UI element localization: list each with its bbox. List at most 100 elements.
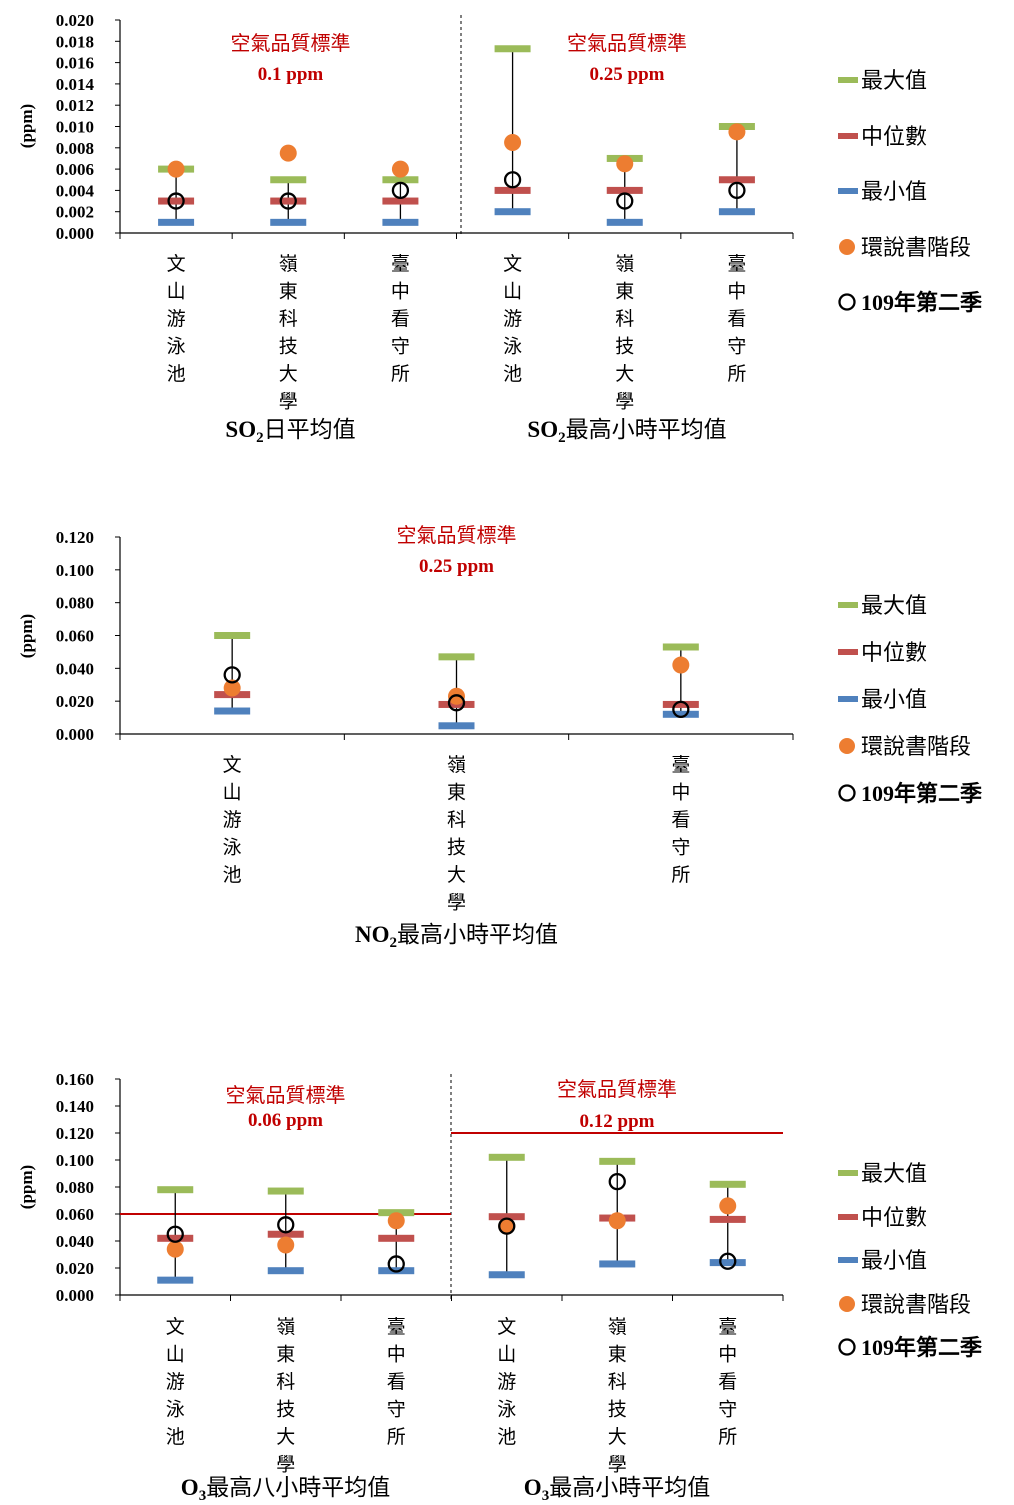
y-tick-label: 0.160: [56, 1070, 94, 1089]
q2-point: [719, 1252, 737, 1270]
category-label-char: 所: [387, 1426, 406, 1448]
category-label-char: 泳: [166, 1399, 185, 1421]
legend-max-swatch: [838, 602, 858, 608]
legend-min-label: 最小值: [861, 688, 927, 713]
y-tick-label: 0.008: [56, 139, 94, 158]
y-tick-label: 0.000: [56, 224, 94, 243]
category-label-char: 游: [166, 1371, 185, 1393]
y-tick-label: 0.000: [56, 725, 94, 744]
min-marker: [709, 1259, 746, 1267]
q2-point: [447, 694, 466, 712]
y-tick-label: 0.000: [56, 1286, 94, 1305]
standard-label: 空氣品質標準: [567, 31, 687, 55]
q2-point: [608, 1172, 626, 1191]
y-tick-label: 0.040: [56, 659, 94, 678]
category-label-char: 池: [497, 1426, 516, 1448]
category-label-char: 科: [276, 1371, 295, 1393]
chart-panel-1: 0.000 0.002 0.004 0.006 0.008 0.010 0.012 0.014…: [17, 11, 982, 446]
x-group-title: SO2日平均值: [225, 417, 355, 446]
chart-panel-2: 0.000 0.020 0.040 0.060 0.080 0.100 0.120 (ppm)…: [17, 523, 982, 951]
eia-point: [498, 1217, 516, 1235]
median-marker: [488, 1213, 525, 1221]
min-marker: [270, 218, 307, 226]
y-tick-label: 0.020: [56, 692, 94, 711]
category-label-char: 所: [718, 1426, 737, 1448]
y-tick-label: 0.080: [56, 1178, 94, 1197]
y-axis-label: (ppm): [17, 1165, 36, 1209]
legend-min-label: 最小值: [861, 180, 927, 205]
category-label-char: 文: [223, 754, 242, 776]
q2-point: [728, 181, 746, 200]
min-marker: [606, 218, 643, 226]
eia-point: [223, 679, 241, 697]
median-marker: [662, 700, 699, 708]
category-label-char: 東: [447, 782, 466, 804]
category-label-char: 文: [503, 253, 522, 275]
category-label-char: 看: [727, 308, 746, 330]
legend-median-label: 中位數: [861, 1206, 927, 1231]
standard-value: 0.06 ppm: [248, 1110, 323, 1131]
eia-point: [608, 1212, 626, 1230]
max-marker: [709, 1180, 746, 1188]
category-label-char: 所: [727, 363, 746, 385]
eia-point: [279, 144, 297, 162]
category-label-char: 游: [167, 308, 186, 330]
category-label-char: 大: [276, 1426, 295, 1448]
category-label-char: 學: [279, 391, 298, 413]
x-group-title: SO2最高小時平均值: [527, 417, 726, 446]
min-marker: [267, 1267, 304, 1275]
category-label-char: 技: [447, 837, 466, 859]
standard-label: 空氣品質標準: [397, 523, 517, 547]
max-marker: [599, 1157, 636, 1165]
min-marker: [599, 1260, 636, 1268]
standard-value: 0.12 ppm: [580, 1111, 655, 1132]
y-tick-label: 0.004: [56, 181, 95, 200]
category-label-char: 山: [166, 1344, 185, 1366]
y-tick-label: 0.140: [56, 1097, 94, 1116]
legend-eia-label: 環說書階段: [861, 1293, 971, 1318]
legend-min-swatch: [838, 1257, 858, 1263]
median-marker: [267, 1230, 304, 1238]
min-marker: [494, 208, 531, 216]
category-label-char: 學: [447, 892, 466, 914]
eia-point: [167, 160, 185, 178]
legend-q2-label: 109年第二季: [861, 781, 982, 806]
q2-point: [498, 1217, 516, 1235]
legend-max-label: 最大值: [861, 594, 927, 619]
min-marker: [157, 1276, 194, 1284]
max-marker: [494, 45, 531, 53]
legend-q2-label: 109年第二季: [861, 290, 982, 315]
category-label-char: 游: [497, 1371, 516, 1393]
category-label-char: 技: [276, 1399, 295, 1421]
category-label-char: 山: [223, 782, 242, 804]
category-label-char: 泳: [223, 837, 242, 859]
legend-eia-label: 環說書階段: [861, 735, 971, 760]
y-tick-label: 0.100: [56, 1151, 94, 1170]
eia-point: [728, 123, 746, 141]
legend-median-swatch: [838, 133, 858, 139]
category-label-char: 技: [608, 1399, 627, 1421]
category-label-char: 中: [718, 1344, 737, 1366]
q2-point: [616, 192, 634, 210]
legend-min-label: 最小值: [861, 1249, 927, 1274]
q2-point: [277, 1216, 295, 1234]
y-tick-label: 0.080: [56, 594, 94, 613]
min-marker: [214, 707, 251, 715]
category-label-char: 文: [167, 253, 186, 275]
standard-value: 0.1 ppm: [258, 64, 324, 85]
q2-point: [387, 1255, 405, 1273]
median-marker: [157, 1234, 194, 1242]
legend-q2-swatch: [838, 1338, 856, 1356]
category-label-char: 學: [615, 391, 634, 413]
